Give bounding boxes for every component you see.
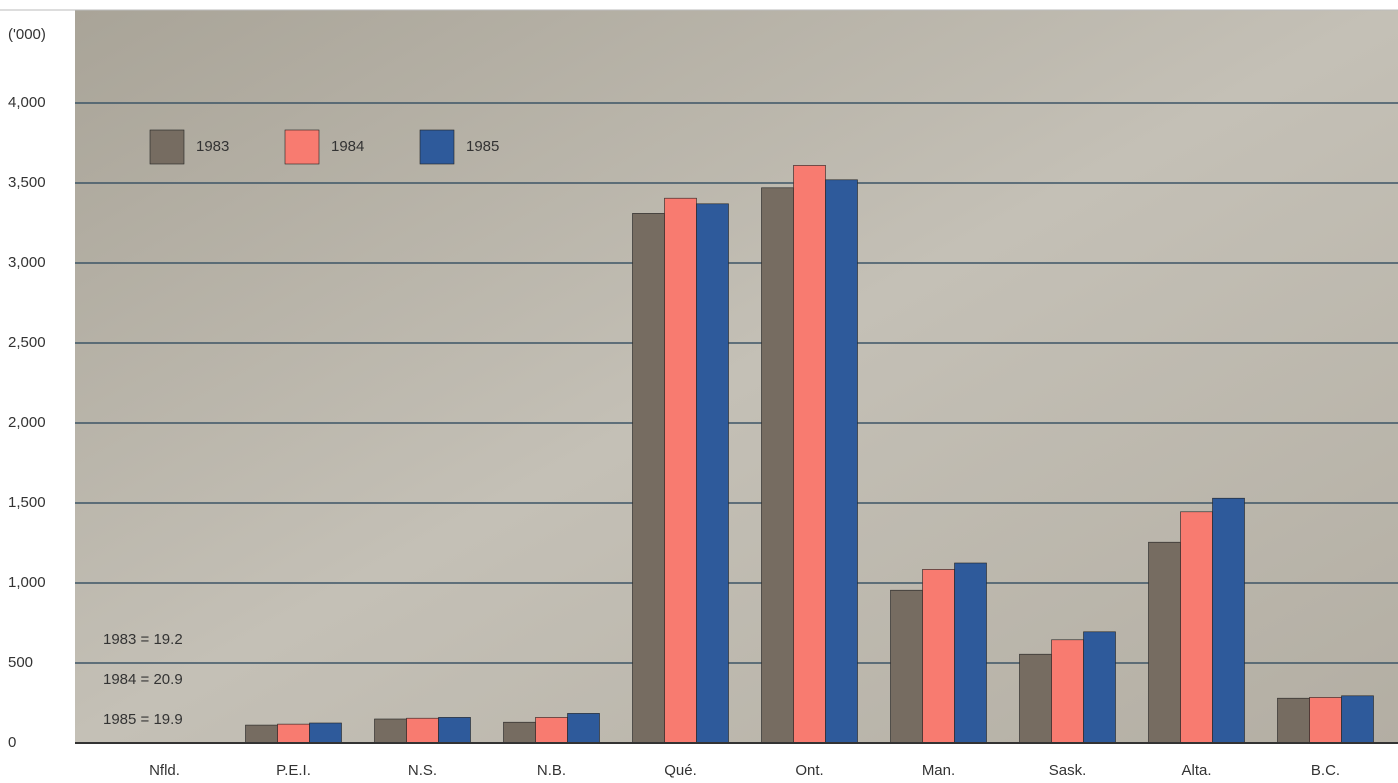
x-tick-label: Qué.: [664, 762, 697, 779]
x-tick-label: Alta.: [1181, 762, 1211, 779]
bar: [1180, 511, 1213, 744]
y-tick-label: 4,000: [8, 94, 46, 111]
bar: [1309, 697, 1342, 744]
bar: [503, 721, 536, 744]
bar: [438, 717, 471, 744]
x-tick-label: N.S.: [408, 762, 437, 779]
bar: [761, 187, 794, 744]
y-tick-label: 0: [8, 734, 16, 751]
bar: [1277, 697, 1310, 744]
bar: [309, 722, 342, 744]
y-tick-label: 500: [8, 654, 33, 671]
bar: [922, 569, 955, 744]
y-tick-label: 2,500: [8, 334, 46, 351]
bar: [1212, 497, 1245, 744]
legend-swatch: [149, 129, 185, 165]
x-tick-label: P.E.I.: [276, 762, 311, 779]
bar: [890, 589, 923, 744]
x-tick-label: B.C.: [1311, 762, 1340, 779]
legend-label: 1985: [466, 138, 499, 155]
bar: [1051, 639, 1084, 744]
annotation: 1985 = 19.9: [103, 711, 183, 728]
y-tick-label: 3,500: [8, 174, 46, 191]
bar: [954, 562, 987, 744]
bar: [1083, 631, 1116, 744]
bar: [793, 165, 826, 744]
bar: [245, 724, 278, 744]
bar: [374, 718, 407, 744]
bar: [535, 717, 568, 744]
x-tick-label: N.B.: [537, 762, 566, 779]
y-tick-label: 1,500: [8, 494, 46, 511]
x-tick-label: Nfld.: [149, 762, 180, 779]
x-tick-label: Sask.: [1049, 762, 1087, 779]
legend-swatch: [419, 129, 455, 165]
x-tick-label: Man.: [922, 762, 955, 779]
legend-label: 1983: [196, 138, 229, 155]
y-tick-label: 2,000: [8, 414, 46, 431]
bar: [696, 203, 729, 744]
bar: [664, 197, 697, 744]
bar: [406, 717, 439, 744]
y-tick-label: 1,000: [8, 574, 46, 591]
x-tick-label: Ont.: [795, 762, 823, 779]
bar: [1341, 695, 1374, 744]
bar: [1019, 653, 1052, 744]
annotation: 1984 = 20.9: [103, 671, 183, 688]
bar: [632, 213, 665, 744]
y-tick-label: 3,000: [8, 254, 46, 271]
bar: [567, 713, 600, 744]
bar: [825, 179, 858, 744]
legend-swatch: [284, 129, 320, 165]
bar: [277, 723, 310, 744]
bar: [1148, 541, 1181, 744]
annotation: 1983 = 19.2: [103, 631, 183, 648]
y-axis-label: ('000): [8, 26, 46, 43]
legend-label: 1984: [331, 138, 364, 155]
